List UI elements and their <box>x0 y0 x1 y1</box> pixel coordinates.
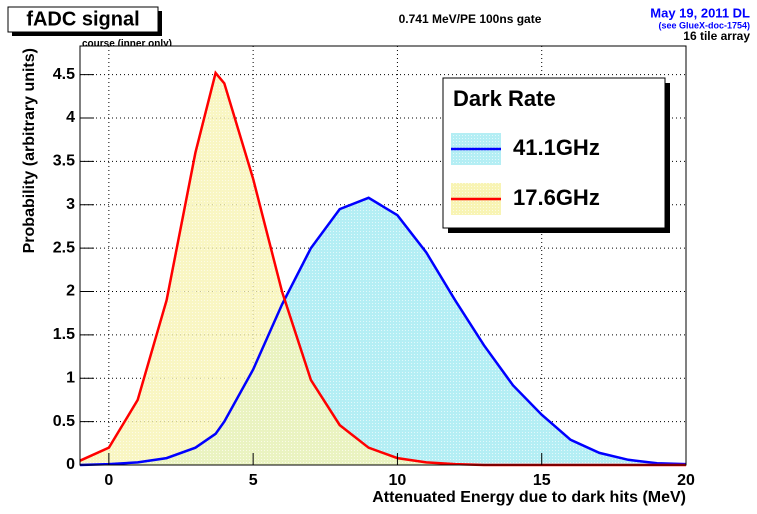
x-axis-label: Attenuated Energy due to dark hits (MeV) <box>372 489 686 506</box>
y-tick-label: 3.5 <box>53 153 75 170</box>
y-axis-label: Probability (arbitrary units) <box>21 48 38 253</box>
y-tick-label: 2.5 <box>53 239 75 256</box>
title-box <box>7 6 159 33</box>
y-tick-label: 0.5 <box>53 413 75 430</box>
legend-label: 17.6GHz <box>513 185 600 210</box>
x-tick-label: 15 <box>533 472 551 489</box>
y-tick-label: 3 <box>66 196 75 213</box>
y-tick-label: 0 <box>66 456 75 473</box>
x-tick-label: 0 <box>104 472 113 489</box>
y-tick-label: 4 <box>66 109 75 126</box>
annotation: (see GlueX-doc-1754) <box>658 20 750 30</box>
y-tick-label: 1.5 <box>53 326 75 343</box>
legend-label: 41.1GHz <box>513 135 600 160</box>
y-tick-label: 2 <box>66 283 75 300</box>
series-line <box>79 196 687 467</box>
x-tick-label: 20 <box>677 472 695 489</box>
x-tick-label: 10 <box>389 472 407 489</box>
annotation: May 19, 2011 DL <box>650 5 750 20</box>
y-tick-label: 1 <box>66 369 75 386</box>
y-tick-label: 4.5 <box>53 66 75 83</box>
annotation: course (inner only) <box>82 39 172 50</box>
chart-title: fADC signal <box>26 8 139 30</box>
annotation: 16 tile array <box>683 29 750 43</box>
series-area-texture <box>80 72 686 466</box>
x-tick-label: 5 <box>249 472 258 489</box>
series-area-texture <box>80 197 686 466</box>
legend-title: Dark Rate <box>453 86 556 111</box>
plot-frame <box>79 45 687 466</box>
annotation: 0.741 MeV/PE 100ns gate <box>399 12 542 26</box>
